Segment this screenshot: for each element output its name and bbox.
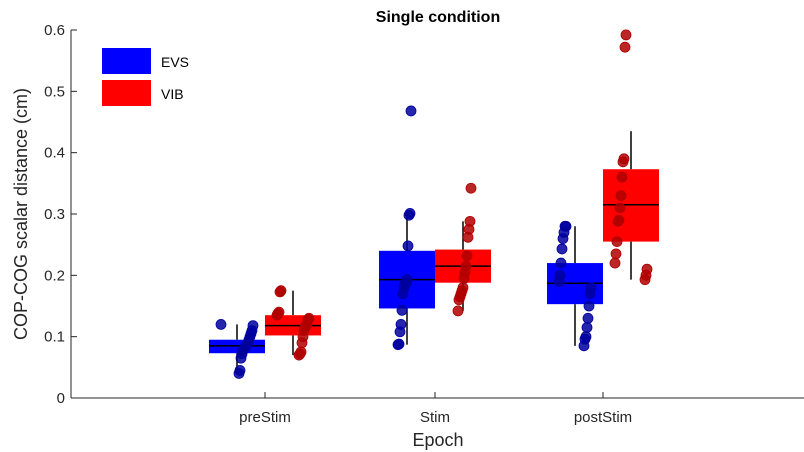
data-point-evs (395, 327, 405, 337)
data-point-evs (579, 341, 589, 351)
data-point-vib (294, 350, 304, 360)
data-point-vib (275, 287, 285, 297)
data-point-vib (297, 338, 307, 348)
data-point-evs (404, 210, 414, 220)
data-point-vib (617, 172, 627, 182)
x-tick-label: Stim (420, 409, 450, 426)
legend-swatch-vib (102, 80, 151, 106)
x-axis-label: Epoch (412, 430, 463, 450)
data-point-vib (610, 258, 620, 268)
data-point-evs (584, 301, 594, 311)
data-point-vib (618, 157, 628, 167)
data-point-vib (613, 216, 623, 226)
data-point-vib (621, 30, 631, 40)
chart-title: Single condition (376, 9, 500, 26)
data-point-evs (234, 368, 244, 378)
data-point-evs (558, 234, 568, 244)
data-point-vib (466, 183, 476, 193)
y-tick-label: 0.3 (44, 206, 65, 223)
data-point-evs (554, 276, 564, 286)
legend-swatch-evs (102, 48, 151, 74)
data-point-evs (398, 289, 408, 299)
data-point-evs (406, 106, 416, 116)
y-tick-label: 0 (57, 390, 65, 407)
data-point-evs (585, 289, 595, 299)
data-point-vib (453, 306, 463, 316)
data-point-vib (615, 203, 625, 213)
data-point-vib (272, 310, 282, 320)
data-point-evs (583, 313, 593, 323)
x-tick-label: preStim (239, 409, 291, 426)
y-tick-label: 0.5 (44, 83, 65, 100)
y-tick-label: 0.1 (44, 329, 65, 346)
data-point-vib (462, 251, 472, 261)
legend: EVS VIB (96, 40, 204, 112)
data-point-evs (556, 258, 566, 268)
data-point-evs (236, 353, 246, 363)
data-point-vib (459, 273, 469, 283)
legend-label-evs: EVS (161, 54, 189, 70)
data-point-vib (612, 237, 622, 247)
data-point-evs (397, 305, 407, 315)
y-tick-label: 0.4 (44, 145, 65, 162)
data-point-vib (611, 249, 621, 259)
data-point-evs (393, 340, 403, 350)
data-point-evs (216, 319, 226, 329)
data-point-vib (620, 42, 630, 52)
data-point-vib (640, 275, 650, 285)
data-point-evs (582, 322, 592, 332)
data-point-vib (463, 232, 473, 242)
y-tick-label: 0.6 (44, 22, 65, 39)
x-tick-label: postStim (574, 409, 632, 426)
y-tick-label: 0.2 (44, 267, 65, 284)
data-point-vib (454, 295, 464, 305)
data-point-vib (616, 191, 626, 201)
legend-label-vib: VIB (161, 86, 184, 102)
data-point-evs (557, 244, 567, 254)
y-axis-label: COP-COG scalar distance (cm) (11, 88, 31, 340)
data-point-evs (403, 241, 413, 251)
